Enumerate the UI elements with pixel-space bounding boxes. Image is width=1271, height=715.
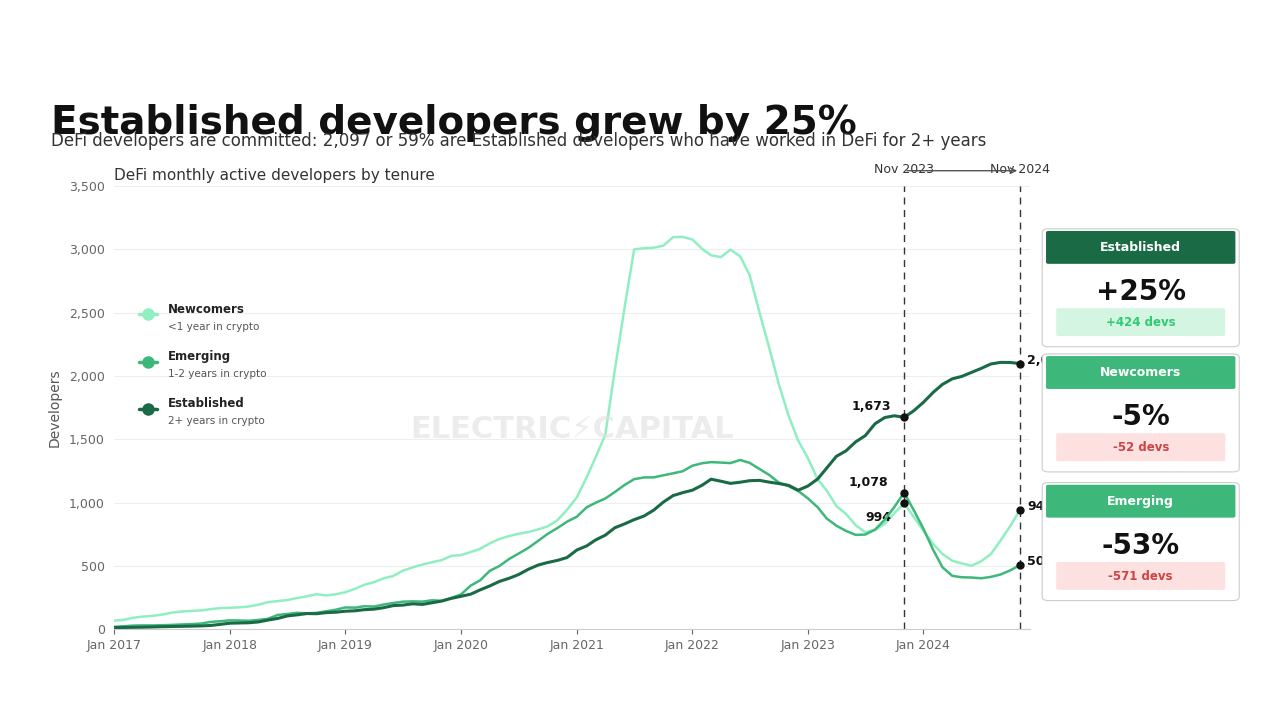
Text: 507: 507: [1027, 555, 1054, 568]
Text: Nov 2023: Nov 2023: [874, 163, 934, 176]
Text: ELECTRIC⚡CAPITAL: ELECTRIC⚡CAPITAL: [84, 21, 247, 36]
Text: Newcomers: Newcomers: [168, 303, 245, 316]
Text: Established developers grew by 25%: Established developers grew by 25%: [51, 104, 857, 142]
Text: 1,078: 1,078: [849, 475, 888, 489]
Text: 1,673: 1,673: [852, 400, 891, 413]
Y-axis label: Developers: Developers: [48, 368, 62, 447]
Text: -53%: -53%: [1102, 531, 1179, 560]
Text: Established: Established: [168, 398, 245, 410]
Text: DeFi developers are committed: 2,097 or 59% are Established developers who have : DeFi developers are committed: 2,097 or …: [51, 132, 986, 150]
Text: Nov 2024: Nov 2024: [990, 163, 1050, 176]
Text: +25%: +25%: [1096, 277, 1186, 306]
Text: -5%: -5%: [1111, 403, 1171, 431]
Text: -571 devs: -571 devs: [1108, 570, 1173, 583]
Text: 2024▸DeveloperReport.com: 2024▸DeveloperReport.com: [1009, 21, 1202, 36]
Text: +424 devs: +424 devs: [1106, 316, 1176, 329]
Text: Emerging: Emerging: [168, 350, 231, 363]
Text: 2+ years in crypto: 2+ years in crypto: [168, 416, 266, 426]
Text: 994: 994: [866, 511, 891, 524]
Text: Newcomers: Newcomers: [1101, 366, 1181, 379]
Text: 942: 942: [1027, 500, 1054, 513]
Text: -52 devs: -52 devs: [1112, 441, 1169, 454]
Text: ELECTRIC⚡CAPITAL: ELECTRIC⚡CAPITAL: [411, 415, 733, 444]
Text: <1 year in crypto: <1 year in crypto: [168, 322, 259, 332]
Text: 2,097: 2,097: [1027, 354, 1066, 367]
Text: 1-2 years in crypto: 1-2 years in crypto: [168, 369, 267, 379]
Text: Emerging: Emerging: [1107, 495, 1174, 508]
Text: DeFi monthly active developers by tenure: DeFi monthly active developers by tenure: [114, 168, 435, 183]
Text: Established: Established: [1101, 241, 1181, 254]
